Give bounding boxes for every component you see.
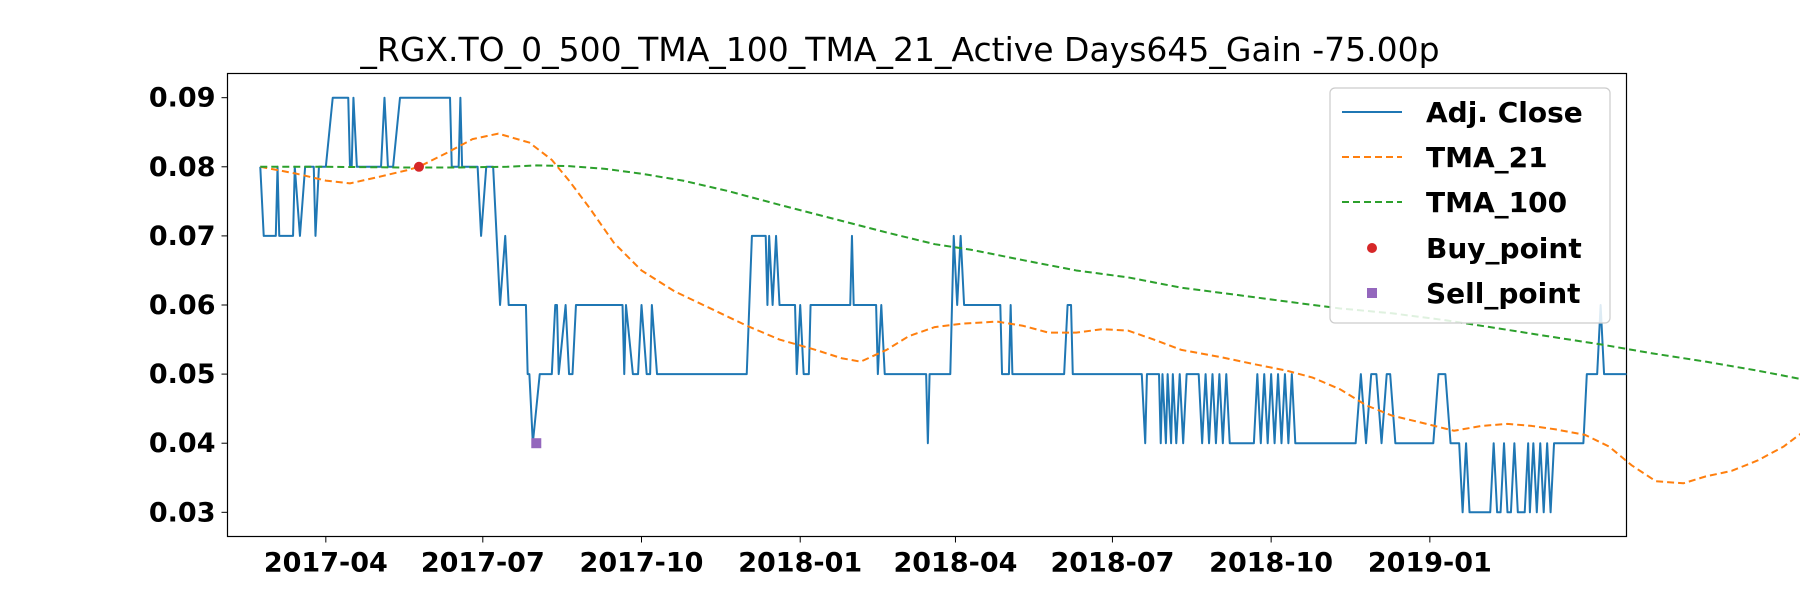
series-line-tma-21 [260,132,1800,485]
legend-swatch-sell-point [1367,288,1377,298]
series-line-adj-close [259,96,1627,514]
y-tick-label: 0.07 [149,221,216,252]
x-tick-label: 2018-07 [1050,548,1174,579]
legend-label-tma21: TMA_21 [1426,141,1548,174]
y-tick-label: 0.03 [149,497,216,528]
sell-point-marker [531,438,542,449]
y-tick-label: 0.04 [149,428,216,459]
y-tick-label: 0.05 [149,359,216,390]
marker-layer [413,161,542,449]
legend-swatch-buy-point [1367,243,1377,253]
y-tick-label: 0.06 [149,290,216,321]
x-tick-label: 2018-04 [893,548,1017,579]
x-tick-label: 2018-01 [738,548,862,579]
x-tick-label: 2017-07 [421,548,545,579]
y-tick-label: 0.08 [149,152,216,183]
series-line-tma-100 [260,164,1800,380]
x-tick-label: 2018-10 [1209,548,1333,579]
legend-label-adj-close: Adj. Close [1426,96,1583,129]
y-axis: 0.09 0.08 0.07 0.06 0.05 0.04 0.03 [149,83,228,528]
buy-point-marker [413,161,424,172]
legend-label-tma100: TMA_100 [1426,186,1567,219]
legend-label-buy-point: Buy_point [1426,232,1582,265]
legend: Adj. Close TMA_21 TMA_100 Buy_point Sell… [1329,87,1611,324]
series-layer [259,96,1800,514]
x-tick-label: 2017-04 [264,548,388,579]
x-tick-label: 2019-01 [1368,548,1492,579]
x-tick-label: 2017-10 [580,548,704,579]
legend-box [1329,87,1611,324]
x-axis: 2017-04 2017-07 2017-10 2018-01 2018-04 2018-… [264,536,1492,579]
y-tick-label: 0.09 [149,83,216,114]
legend-label-sell-point: Sell_point [1426,277,1581,310]
chart-title: _RGX.TO_0_500_TMA_100_TMA_21_Active Days… [359,30,1439,69]
